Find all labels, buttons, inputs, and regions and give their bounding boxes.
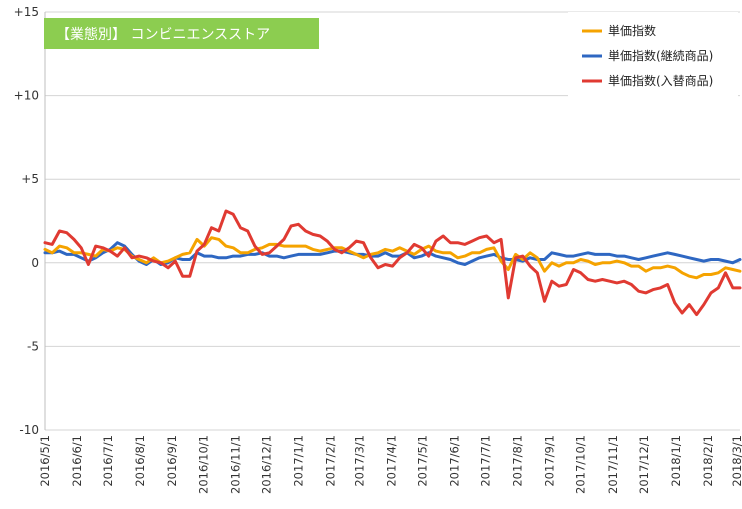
x-tick-label: 2016/10/1	[196, 435, 210, 494]
x-tick-label: 2016/9/1	[165, 435, 179, 487]
x-tick-label: 2018/1/1	[669, 435, 683, 487]
x-tick-label: 2017/8/1	[511, 435, 525, 487]
x-tick-label: 2016/5/1	[38, 435, 52, 487]
y-axis-ticks: +15 +10 +5 0 -5 -10	[14, 5, 39, 437]
y-tick-label: +15	[14, 5, 39, 19]
series-line-repl	[43, 209, 742, 317]
x-tick-label: 2016/8/1	[133, 435, 147, 487]
x-tick-label: 2016/6/1	[70, 435, 84, 487]
x-tick-label: 2016/11/1	[228, 435, 242, 494]
legend-label-replaced: 単価指数(入替商品)	[608, 73, 713, 88]
x-tick-label: 2017/7/1	[479, 435, 493, 487]
x-tick-label: 2017/1/1	[291, 435, 305, 487]
legend-label-continued: 単価指数(継続商品)	[608, 48, 713, 63]
x-tick-label: 2017/12/1	[637, 435, 651, 494]
x-tick-label: 2016/7/1	[101, 435, 115, 487]
y-tick-label: +5	[21, 172, 39, 186]
x-tick-label: 2017/3/1	[352, 435, 366, 487]
legend: 単価指数 単価指数(継続商品) 単価指数(入替商品)	[568, 12, 738, 98]
x-tick-label: 2017/5/1	[415, 435, 429, 487]
x-tick-label: 2017/10/1	[574, 435, 588, 494]
x-tick-label: 2018/2/1	[701, 435, 715, 487]
x-tick-label: 2017/11/1	[606, 435, 620, 494]
x-axis-ticks: 2016/5/1 2016/6/1 2016/7/1 2016/8/1 2016/9/1…	[38, 435, 742, 494]
x-tick-label: 2018/3/1	[730, 435, 742, 487]
badge-text: 【業態別】 コンビニエンスストア	[56, 27, 270, 43]
x-tick-label: 2017/6/1	[448, 435, 462, 487]
chart-badge: 【業態別】 コンビニエンスストア	[44, 18, 319, 49]
y-tick-label: +10	[14, 89, 39, 103]
series-lines	[43, 209, 742, 317]
x-tick-label: 2017/4/1	[384, 435, 398, 487]
x-tick-label: 2017/2/1	[323, 435, 337, 487]
x-tick-label: 2016/12/1	[259, 435, 273, 494]
x-tick-label: 2017/9/1	[543, 435, 557, 487]
y-tick-label: 0	[31, 256, 39, 270]
badge-background	[44, 18, 319, 49]
legend-label-price-index: 単価指数	[608, 23, 656, 38]
y-tick-label: -10	[19, 423, 39, 437]
y-tick-label: -5	[27, 339, 39, 353]
